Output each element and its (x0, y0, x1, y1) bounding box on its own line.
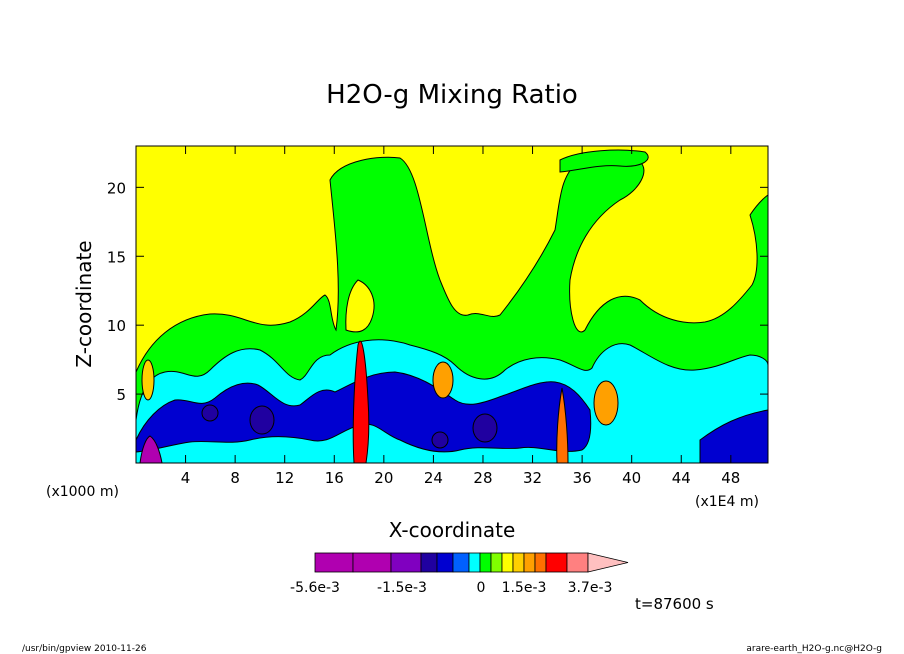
y-axis-label: Z-coordinate (72, 240, 96, 367)
colorbar-segment (512, 552, 525, 573)
field-region-convective-2 (556, 387, 569, 463)
x-tick-label: 36 (573, 469, 592, 487)
x-tick-label: 8 (230, 469, 240, 487)
x-tick-label: 24 (424, 469, 443, 487)
colorbar (314, 552, 629, 573)
colorbar-label: 1.5e-3 (502, 580, 547, 596)
field-region-orange-3 (141, 359, 155, 401)
colorbar-labels: -5.6e-3 -1.5e-3 0 1.5e-3 3.7e-3 (290, 580, 612, 596)
x-units-right: (x1E4 m) (695, 494, 759, 510)
colorbar-segment (390, 552, 422, 573)
field-region-green-top (559, 149, 649, 173)
field-region-orange-1 (432, 361, 454, 399)
x-units-left: (x1000 m) (46, 484, 119, 500)
plot-area (136, 146, 768, 463)
colorbar-segment (436, 552, 454, 573)
x-tick-label: 48 (721, 469, 740, 487)
x-tick-label: 16 (325, 469, 344, 487)
colorbar-segment (352, 552, 392, 573)
chart-title: H2O-g Mixing Ratio (326, 80, 578, 110)
field-region-darkblue-2 (201, 404, 219, 422)
colorbar-label: -5.6e-3 (290, 580, 340, 596)
colorbar-segment (566, 552, 589, 573)
colorbar-arrow (587, 552, 629, 573)
x-tick-label: 44 (672, 469, 691, 487)
time-label: t=87600 s (635, 595, 714, 613)
colorbar-label: -1.5e-3 (377, 580, 427, 596)
field-region-darkblue-4 (431, 431, 449, 449)
field-region-darkblue-3 (472, 413, 498, 443)
field-region-convective-1 (352, 340, 370, 463)
x-tick-label: 40 (622, 469, 641, 487)
colorbar-segment (523, 552, 536, 573)
colorbar-segment (534, 552, 547, 573)
field-region-darkblue-1 (249, 405, 275, 435)
y-tick-label: 5 (116, 386, 126, 404)
colorbar-segment (490, 552, 503, 573)
field-region-purple (139, 435, 163, 463)
y-tick-label: 10 (107, 317, 126, 335)
x-tick-label: 4 (181, 469, 191, 487)
field-region-blue-right (699, 409, 768, 463)
colorbar-segment (314, 552, 354, 573)
x-tick-label: 32 (523, 469, 542, 487)
colorbar-segment (420, 552, 438, 573)
field-region-orange-2 (593, 380, 619, 426)
field-region-yellow-peak (345, 279, 375, 333)
colorbar-segment (468, 552, 481, 573)
footer-right: arare-earth_H2O-g.nc@H2O-g (746, 644, 882, 654)
colorbar-segment (479, 552, 492, 573)
colorbar-label: 3.7e-3 (568, 580, 613, 596)
x-tick-label: 20 (374, 469, 393, 487)
colorbar-label: 0 (477, 580, 486, 596)
footer-left: /usr/bin/gpview 2010-11-26 (22, 644, 147, 654)
x-axis-label: X-coordinate (389, 518, 516, 542)
y-axis-ticks: 5 10 15 20 (107, 179, 768, 404)
x-axis-ticks: 4 8 12 16 20 24 28 32 36 40 44 48 (181, 146, 740, 487)
x-tick-label: 28 (473, 469, 492, 487)
plot-frame (135, 145, 769, 464)
colorbar-segment (501, 552, 514, 573)
y-tick-label: 20 (107, 179, 126, 197)
y-tick-label: 15 (107, 248, 126, 266)
x-tick-label: 12 (275, 469, 294, 487)
colorbar-segment (452, 552, 470, 573)
colorbar-segment (545, 552, 568, 573)
